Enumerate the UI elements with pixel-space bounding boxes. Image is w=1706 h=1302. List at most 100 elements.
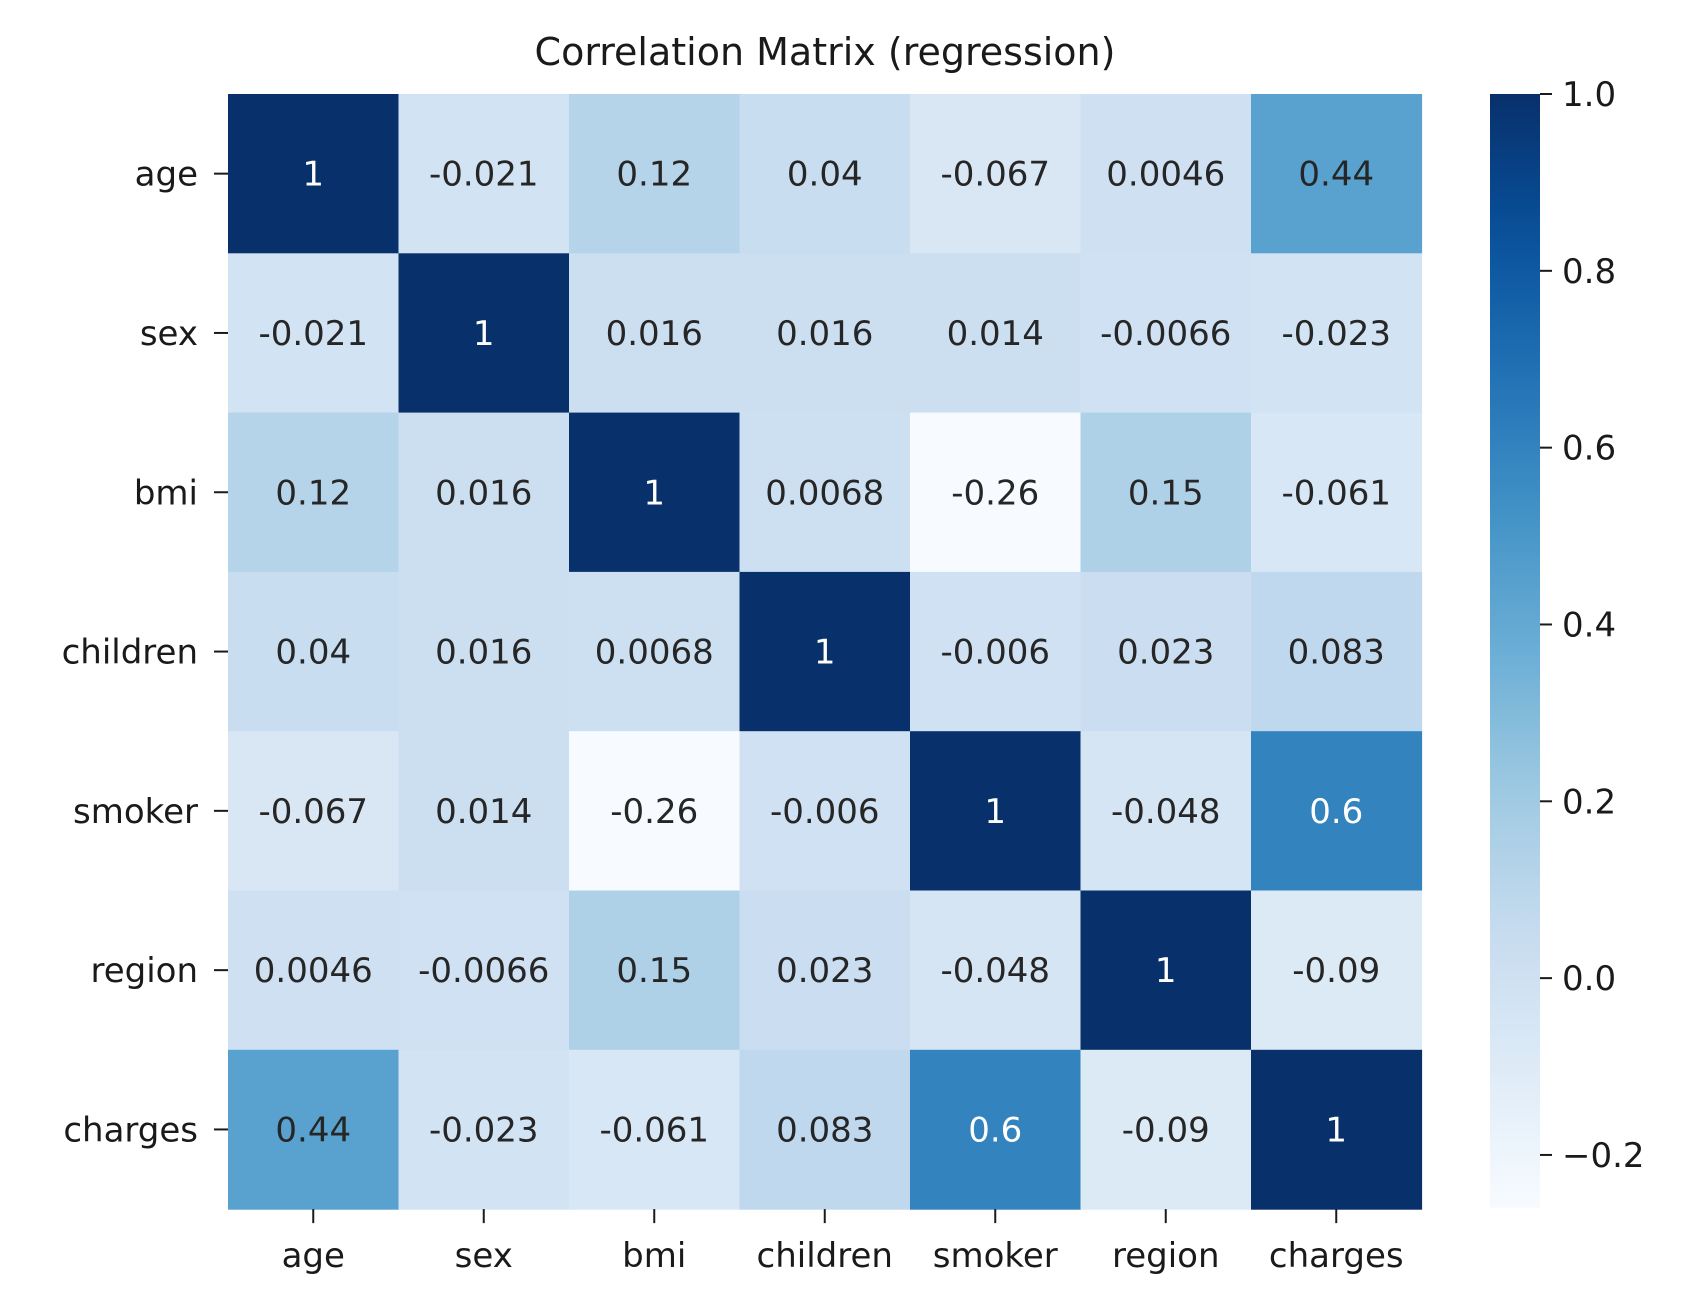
heatmap-cell-smoker-sex: [398, 731, 570, 892]
y-tick-label-age: age: [135, 155, 198, 195]
cell-value-label: 0.014: [947, 314, 1044, 354]
heatmap-cell-sex-smoker: [910, 253, 1082, 414]
cell-value-label: 0.023: [776, 951, 873, 991]
heatmap-cell-region-charges: [1251, 890, 1423, 1051]
heatmap-cell-smoker-bmi: [569, 731, 741, 892]
cell-value-label: -0.26: [951, 473, 1039, 513]
heatmap-cell-smoker-region: [1080, 731, 1252, 892]
heatmap-cell-sex-sex: [398, 253, 570, 414]
cell-value-label: 0.0068: [595, 633, 714, 673]
y-tick-label-region: region: [90, 951, 198, 991]
cell-value-label: 0.15: [616, 951, 692, 991]
heatmap-cell-charges-smoker: [910, 1049, 1082, 1210]
heatmap-cell-region-age: [228, 890, 400, 1051]
heatmap-cell-age-children: [739, 94, 911, 254]
x-tick-label-age: age: [282, 1236, 345, 1276]
colorbar-tick-label: −0.2: [1562, 1136, 1645, 1176]
heatmap-cell-bmi-bmi: [569, 412, 741, 573]
cell-value-label: -0.006: [770, 792, 880, 832]
heatmap-cell-bmi-smoker: [910, 412, 1082, 573]
cell-value-label: 0.083: [776, 1110, 873, 1150]
heatmap-cell-sex-children: [739, 253, 911, 414]
colorbar-tick-label: 0.8: [1562, 252, 1616, 292]
heatmap-cell-charges-region: [1080, 1049, 1252, 1210]
x-tick-label-smoker: smoker: [933, 1236, 1058, 1276]
x-tick-label-region: region: [1112, 1236, 1220, 1276]
heatmap-cell-children-sex: [398, 571, 570, 732]
cell-value-label: 0.44: [1298, 155, 1374, 195]
heatmap-cell-children-children: [739, 571, 911, 732]
cell-value-label: -0.0066: [418, 951, 549, 991]
heatmap-cell-charges-children: [739, 1049, 911, 1210]
cell-value-label: 0.023: [1117, 633, 1214, 673]
cell-value-label: 1: [814, 633, 836, 673]
y-tick-label-charges: charges: [63, 1110, 198, 1150]
heatmap-cell-age-age: [228, 94, 400, 254]
cell-value-label: -0.061: [599, 1110, 709, 1150]
cell-value-label: -0.09: [1292, 951, 1380, 991]
heatmap-cell-bmi-sex: [398, 412, 570, 573]
cell-value-label: -0.021: [258, 314, 368, 354]
x-tick-label-charges: charges: [1269, 1236, 1404, 1276]
cell-value-label: 0.016: [776, 314, 873, 354]
colorbar-gradient: [1490, 94, 1540, 1208]
cell-value-label: 0.6: [1309, 792, 1363, 832]
heatmap-cells: [228, 94, 1423, 1210]
cell-value-label: 1: [1325, 1110, 1347, 1150]
heatmap-cell-smoker-age: [228, 731, 400, 892]
cell-value-label: -0.048: [1111, 792, 1221, 832]
chart-title: Correlation Matrix (regression): [535, 30, 1116, 74]
cell-value-label: 0.016: [435, 473, 532, 513]
cell-value-label: 1: [643, 473, 665, 513]
cell-value-label: -0.006: [940, 633, 1050, 673]
heatmap-cell-age-sex: [398, 94, 570, 254]
cell-value-label: 0.12: [616, 155, 692, 195]
heatmap-cell-bmi-region: [1080, 412, 1252, 573]
y-tick-label-smoker: smoker: [73, 792, 198, 832]
heatmap-cell-children-bmi: [569, 571, 741, 732]
cell-value-label: 1: [1155, 951, 1177, 991]
colorbar-tick-label: 0.0: [1562, 959, 1616, 999]
heatmap-cell-sex-bmi: [569, 253, 741, 414]
heatmap-cell-charges-charges: [1251, 1049, 1423, 1210]
heatmap-cell-age-charges: [1251, 94, 1423, 254]
cell-value-label: -0.09: [1122, 1110, 1210, 1150]
heatmap-cell-smoker-children: [739, 731, 911, 892]
heatmap-cell-children-charges: [1251, 571, 1423, 732]
cell-value-label: -0.067: [940, 155, 1050, 195]
heatmap-cell-region-bmi: [569, 890, 741, 1051]
heatmap-cell-sex-charges: [1251, 253, 1423, 414]
y-tick-label-children: children: [62, 633, 198, 673]
heatmap-cell-children-smoker: [910, 571, 1082, 732]
heatmap-cell-children-region: [1080, 571, 1252, 732]
colorbar-tick-label: 0.6: [1562, 429, 1616, 469]
cell-value-label: 0.0068: [765, 473, 884, 513]
heatmap-cell-charges-sex: [398, 1049, 570, 1210]
cell-value-label: 1: [473, 314, 495, 354]
colorbar-tick-label: 0.4: [1562, 605, 1616, 645]
colorbar-tick-label: 0.2: [1562, 782, 1616, 822]
cell-value-label: 0.12: [275, 473, 351, 513]
cell-value-label: 0.04: [787, 155, 863, 195]
cell-value-label: 0.0046: [1106, 155, 1225, 195]
cell-value-label: -0.023: [1281, 314, 1391, 354]
cell-value-label: 1: [302, 155, 324, 195]
colorbar-tick-label: 1.0: [1562, 75, 1616, 115]
cell-value-label: -0.26: [610, 792, 698, 832]
heatmap-cell-age-region: [1080, 94, 1252, 254]
y-axis: age sex bmi children smoker region charges: [62, 155, 228, 1150]
heatmap-cell-region-smoker: [910, 890, 1082, 1051]
y-tick-label-bmi: bmi: [134, 473, 198, 513]
cell-value-label: -0.023: [429, 1110, 539, 1150]
y-tick-label-sex: sex: [140, 314, 198, 354]
cell-value-label: 0.083: [1288, 633, 1385, 673]
x-tick-label-sex: sex: [455, 1236, 513, 1276]
heatmap-cell-age-smoker: [910, 94, 1082, 254]
heatmap-cell-charges-bmi: [569, 1049, 741, 1210]
cell-value-label: 0.0046: [254, 951, 373, 991]
cell-value-label: -0.067: [258, 792, 368, 832]
heatmap-cell-children-age: [228, 571, 400, 732]
cell-value-label: -0.061: [1281, 473, 1391, 513]
